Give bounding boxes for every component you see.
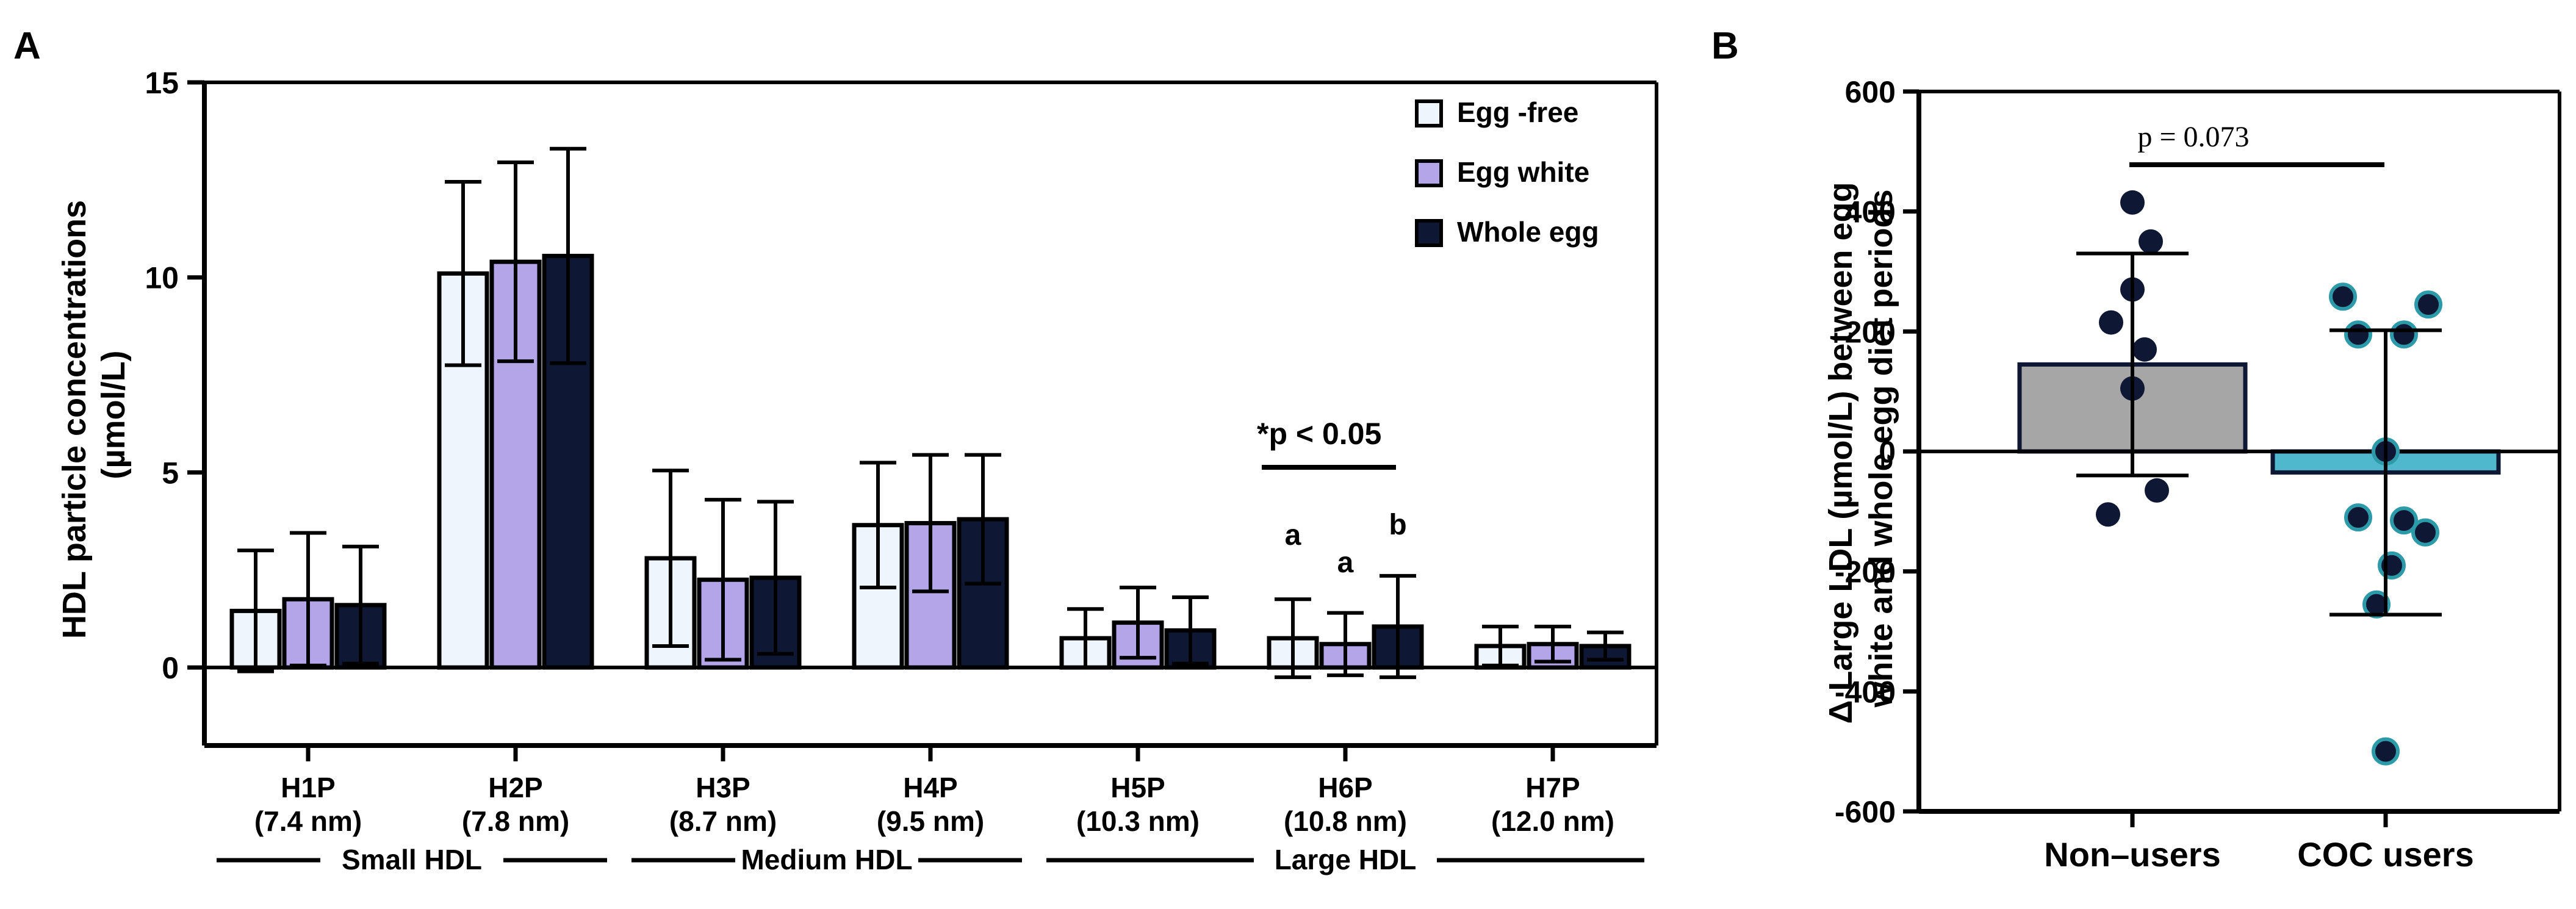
x-tick-size-h6p: (10.8 nm) xyxy=(1284,805,1407,837)
panel-a-annotations: *p < 0.05 a a b xyxy=(1257,417,1407,579)
panel-b-y-tick-label: -600 xyxy=(1835,795,1896,829)
data-point-non-users xyxy=(2099,310,2123,335)
panel-b-points xyxy=(2076,190,2442,766)
x-tick-label-non-users: Non–users xyxy=(2044,835,2220,874)
legend-label-egg-white: Egg white xyxy=(1457,156,1589,188)
panel-a-y-label-line1: HDL particle concentrations xyxy=(56,200,93,639)
group-label-large-hdl: Large HDL xyxy=(1275,844,1417,875)
x-tick-size-h3p: (8.7 nm) xyxy=(669,805,777,837)
legend-swatch-whole-egg xyxy=(1415,219,1443,247)
x-tick-size-h7p: (12.0 nm) xyxy=(1491,805,1614,837)
panel-b-y-tick-label: -200 xyxy=(1835,555,1896,589)
panel-b-axes: -600 -400 -200 0 200 400 600 xyxy=(1835,75,2561,829)
panel-a-y-label: HDL particle concentrations (µmol/L) xyxy=(56,191,132,639)
panel-a-y-label-line2: (µmol/L) xyxy=(95,350,132,479)
group-label-medium-hdl: Medium HDL xyxy=(741,844,912,875)
group-label-small-hdl: Small HDL xyxy=(342,844,482,875)
data-point-coc-users xyxy=(2414,290,2442,319)
data-point-non-users xyxy=(2096,502,2120,527)
x-tick-size-h4p: (9.5 nm) xyxy=(877,805,984,837)
panel-a-label: A xyxy=(13,25,41,67)
panel-b-y-tick-label: 0 xyxy=(1879,435,1896,469)
x-tick-label-coc-users: COC users xyxy=(2297,835,2473,874)
panel-a-bars xyxy=(229,146,1632,680)
x-tick-label-h2p: H2P xyxy=(488,772,542,803)
data-point-coc-users xyxy=(2362,590,2391,619)
legend-swatch-egg-free xyxy=(1415,99,1443,128)
panel-b-y-label: Δ Large LDL (µmol/L) between egg white a… xyxy=(1822,173,1899,724)
panel-b-y-tick-label: 400 xyxy=(1845,195,1896,229)
data-point-coc-users xyxy=(2344,503,2372,532)
panel-b-y-tick-label: 600 xyxy=(1845,75,1896,109)
panel-a-y-tick-label: 5 xyxy=(162,456,179,490)
data-point-non-users xyxy=(2145,478,2169,503)
data-point-coc-users xyxy=(2329,282,2357,311)
panel-a-y-tick-label: 0 xyxy=(162,651,179,685)
panel-b-bars xyxy=(1919,362,2560,475)
panel-a-legend: Egg -free Egg white Whole egg xyxy=(1415,96,1599,248)
legend-label-whole-egg: Whole egg xyxy=(1457,216,1599,248)
x-tick-size-h2p: (7.8 nm) xyxy=(462,805,569,837)
significance-letter: a xyxy=(1337,547,1354,579)
panel-b-y-label-line1: Δ Large LDL (µmol/L) between egg xyxy=(1822,182,1859,724)
significance-letter: b xyxy=(1389,509,1406,541)
x-tick-label-h5p: H5P xyxy=(1110,772,1165,803)
panel-a-y-tick-label: 10 xyxy=(145,261,179,295)
x-tick-label-h4p: H4P xyxy=(903,772,957,803)
panel-b-annotations: p = 0.073 xyxy=(2129,121,2384,167)
panel-b-y-tick-label: 200 xyxy=(1845,315,1896,349)
data-point-non-users xyxy=(2139,229,2163,254)
x-tick-size-h1p: (7.4 nm) xyxy=(254,805,362,837)
panel-a-x-tick-labels: H1P(7.4 nm) H2P(7.8 nm) H3P(8.7 nm) H4P(9.5… xyxy=(254,746,1614,837)
panel-a-y-tick-label: 15 xyxy=(145,66,179,100)
x-tick-label-h7p: H7P xyxy=(1525,772,1580,803)
p-value-label: p = 0.073 xyxy=(2137,121,2249,153)
data-point-coc-users xyxy=(2372,737,2400,766)
significance-letter: a xyxy=(1285,519,1301,552)
panel-b-y-label-line2: white and whole egg diet periods xyxy=(1863,189,1899,708)
significance-label: *p < 0.05 xyxy=(1257,417,1381,451)
data-point-coc-users xyxy=(2378,551,2406,580)
data-point-non-users xyxy=(2120,190,2145,215)
x-tick-size-h5p: (10.3 nm) xyxy=(1076,805,1200,837)
data-point-coc-users xyxy=(2411,518,2439,547)
panel-b-x-tick-labels: Non–users COC users xyxy=(2044,811,2474,874)
x-tick-label-h3p: H3P xyxy=(696,772,750,803)
x-tick-label-h6p: H6P xyxy=(1318,772,1372,803)
panel-a-group-labels: Small HDL Medium HDL Large HDL xyxy=(217,844,1644,875)
data-point-coc-users xyxy=(2390,320,2418,349)
panel-b-label: B xyxy=(1711,25,1739,67)
legend-swatch-egg-white xyxy=(1415,159,1443,187)
data-point-non-users xyxy=(2132,337,2157,362)
data-point-coc-users xyxy=(2344,320,2372,349)
x-tick-label-h1p: H1P xyxy=(281,772,335,803)
panel-b-y-tick-label: -400 xyxy=(1835,675,1896,709)
data-point-coc-users xyxy=(2390,506,2418,535)
panel-b-chart: -600 -400 -200 0 200 400 600 Non–users COC user… xyxy=(1822,75,2561,874)
legend-label-egg-free: Egg -free xyxy=(1457,96,1578,128)
panel-a-chart: 0 5 10 15 H1P(7.4 nm) H2P(7.8 nm) H3P(8.7 nm)… xyxy=(56,66,1658,875)
